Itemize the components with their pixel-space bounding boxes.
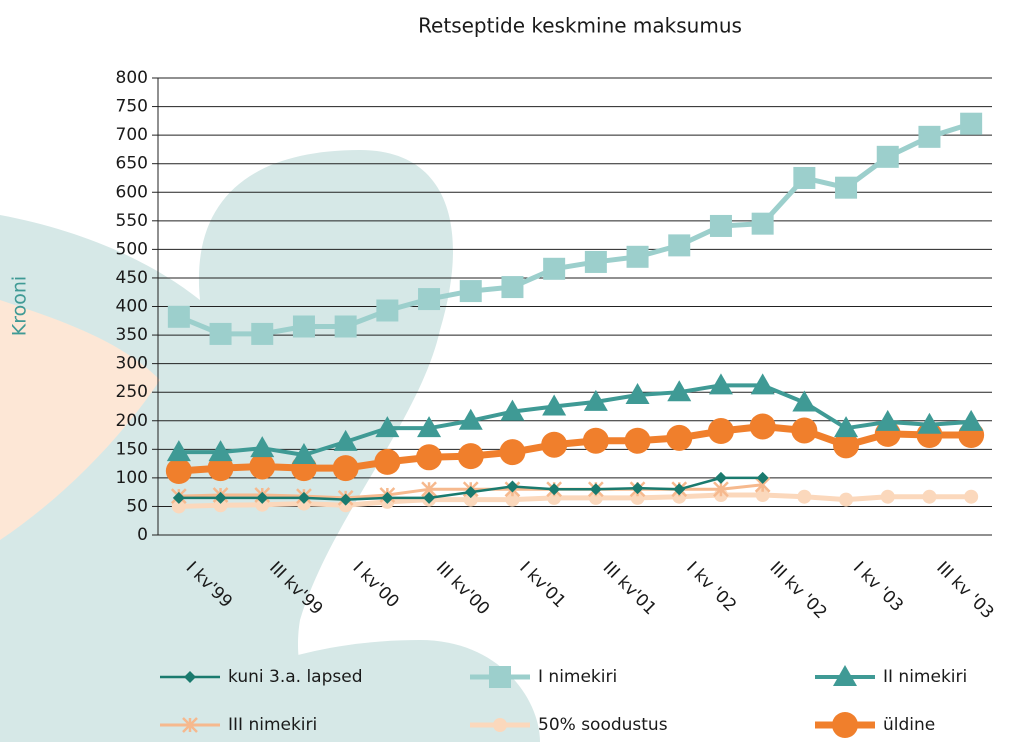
data-point bbox=[710, 215, 732, 237]
data-point bbox=[418, 288, 440, 310]
legend-marker bbox=[493, 718, 507, 732]
y-tick-label: 100 bbox=[116, 468, 148, 488]
data-point bbox=[335, 315, 357, 337]
data-point bbox=[627, 246, 649, 268]
data-point bbox=[416, 444, 442, 470]
y-tick-label: 0 bbox=[137, 525, 148, 545]
y-tick-label: 250 bbox=[116, 382, 148, 402]
data-point bbox=[499, 439, 525, 465]
data-point bbox=[752, 213, 774, 235]
data-point bbox=[750, 413, 776, 439]
data-point bbox=[460, 280, 482, 302]
legend-label: üldine bbox=[883, 715, 935, 735]
x-tick-label: I kv '03 bbox=[849, 558, 907, 616]
data-point bbox=[715, 472, 727, 484]
data-point bbox=[333, 455, 359, 481]
x-tick-label: I kv'01 bbox=[515, 558, 569, 612]
chart-title: Retseptide keskmine maksumus bbox=[418, 14, 742, 38]
y-tick-label: 200 bbox=[116, 411, 148, 431]
data-point bbox=[964, 490, 978, 504]
legend-label: II nimekiri bbox=[883, 667, 967, 687]
data-point bbox=[374, 449, 400, 475]
data-point bbox=[585, 251, 607, 273]
data-point bbox=[881, 490, 895, 504]
data-point bbox=[543, 258, 565, 280]
y-tick-label: 550 bbox=[116, 211, 148, 231]
legend-marker bbox=[832, 712, 858, 738]
y-axis-label: Krooni bbox=[9, 276, 31, 336]
y-tick-label: 800 bbox=[116, 68, 148, 88]
data-point bbox=[791, 417, 817, 443]
data-point bbox=[839, 493, 853, 507]
x-tick-label: III kv '03 bbox=[932, 558, 997, 623]
data-point bbox=[583, 428, 609, 454]
x-tick-label: I kv '02 bbox=[682, 558, 740, 616]
data-point bbox=[501, 276, 523, 298]
y-tick-label: 700 bbox=[116, 125, 148, 145]
y-tick-label: 450 bbox=[116, 268, 148, 288]
y-tick-label: 750 bbox=[116, 97, 148, 117]
x-tick-label: III kv'01 bbox=[599, 558, 660, 619]
data-point bbox=[168, 306, 190, 328]
data-point bbox=[251, 323, 273, 345]
data-point bbox=[708, 418, 734, 444]
data-point bbox=[877, 146, 899, 168]
data-point bbox=[797, 490, 811, 504]
data-point bbox=[541, 432, 567, 458]
x-tick-label: III kv'00 bbox=[432, 558, 493, 619]
legend-label: kuni 3.a. lapsed bbox=[228, 667, 362, 687]
y-tick-label: 50 bbox=[126, 496, 148, 516]
legend-label: 50% soodustus bbox=[538, 715, 668, 735]
legend-label: III nimekiri bbox=[228, 715, 317, 735]
data-point bbox=[166, 458, 192, 484]
y-tick-label: 300 bbox=[116, 354, 148, 374]
data-point bbox=[918, 126, 940, 148]
data-point bbox=[376, 299, 398, 321]
data-point bbox=[458, 443, 484, 469]
legend-marker bbox=[489, 666, 511, 688]
data-point bbox=[922, 490, 936, 504]
data-point bbox=[793, 167, 815, 189]
x-tick-label: III kv '02 bbox=[766, 558, 831, 623]
y-tick-label: 400 bbox=[116, 297, 148, 317]
data-point bbox=[249, 453, 275, 479]
data-point bbox=[666, 425, 692, 451]
data-point bbox=[210, 323, 232, 345]
y-tick-label: 500 bbox=[116, 239, 148, 259]
y-tick-label: 150 bbox=[116, 439, 148, 459]
data-point bbox=[960, 113, 982, 135]
y-tick-label: 650 bbox=[116, 154, 148, 174]
data-point bbox=[625, 428, 651, 454]
x-tick-label: I kv'00 bbox=[349, 558, 403, 612]
chart: Retseptide keskmine maksumus Krooni 0 50 1… bbox=[0, 0, 1019, 742]
legend-label: I nimekiri bbox=[538, 667, 617, 687]
data-point bbox=[835, 177, 857, 199]
data-point bbox=[668, 234, 690, 256]
y-tick-label: 600 bbox=[116, 182, 148, 202]
y-tick-label: 350 bbox=[116, 325, 148, 345]
data-point bbox=[293, 315, 315, 337]
